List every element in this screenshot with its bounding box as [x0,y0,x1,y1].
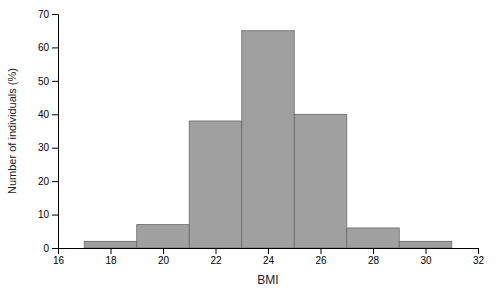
y-tick: 70 [38,9,58,20]
x-tick: 32 [473,248,485,266]
x-tick: 26 [315,248,327,266]
x-tick-mark [478,248,479,254]
x-axis-line [59,249,479,255]
y-tick: 40 [38,109,58,120]
y-tick: 50 [38,76,58,87]
y-tick-label: 20 [38,176,50,187]
y-tick-label: 50 [38,76,50,87]
y-axis: 0 10 20 30 40 50 60 70 [38,9,59,254]
x-tick-mark [426,248,427,254]
x-tick-label: 26 [315,255,327,266]
x-axis: 16 18 20 22 24 26 28 30 32 [53,248,485,266]
y-tick: 60 [38,42,58,53]
plot-area [84,31,452,248]
x-tick: 24 [263,248,275,266]
histogram-bar [294,114,347,248]
y-tick-label: 30 [38,142,50,153]
x-tick: 16 [53,248,65,266]
y-tick-mark [52,81,58,82]
histogram-bar [399,241,452,248]
y-tick-mark [52,14,58,15]
x-tick-mark [373,248,374,254]
x-tick: 20 [158,248,170,266]
x-tick-label: 18 [105,255,117,266]
y-tick-label: 10 [38,209,50,220]
y-tick: 20 [38,176,58,187]
x-tick-label: 24 [263,255,275,266]
chart-container: 16 18 20 22 24 26 28 30 32 0 10 20 30 40 50 60 70 BMI Numb… [0,0,500,292]
histogram-bar [242,31,295,248]
x-tick-mark [268,248,269,254]
histogram-bar [137,225,190,248]
y-tick-mark [52,215,58,216]
x-tick-label: 28 [368,255,380,266]
y-axis-line [52,15,59,249]
y-tick-mark [52,248,58,249]
x-tick: 18 [105,248,117,266]
y-axis-title: Number of individuals (%) [6,68,18,194]
x-tick-label: 20 [158,255,170,266]
y-tick-mark [52,114,58,115]
chart-svg: 16 18 20 22 24 26 28 30 32 0 10 20 30 40 50 60 70 BMI Numb… [0,0,500,292]
x-tick-label: 16 [53,255,65,266]
x-tick-mark [111,248,112,254]
x-tick-label: 32 [473,255,485,266]
histogram-bar [84,241,137,248]
y-tick: 10 [38,209,58,220]
histogram-bar [347,228,400,248]
y-tick-mark [52,148,58,149]
y-tick-label: 40 [38,109,50,120]
histogram-bar [189,121,242,248]
y-tick: 30 [38,142,58,153]
x-tick-label: 30 [420,255,432,266]
x-tick-mark [216,248,217,254]
y-tick-mark [52,181,58,182]
x-tick-mark [163,248,164,254]
x-tick: 22 [210,248,222,266]
y-tick-label: 60 [38,42,50,53]
x-tick-label: 22 [210,255,222,266]
x-tick: 30 [420,248,432,266]
y-tick-label: 70 [38,9,50,20]
x-tick-mark [321,248,322,254]
x-tick: 28 [368,248,380,266]
y-tick-label: 0 [43,243,49,254]
y-tick: 0 [43,243,58,254]
y-tick-mark [52,47,58,48]
x-axis-title: BMI [257,273,278,287]
